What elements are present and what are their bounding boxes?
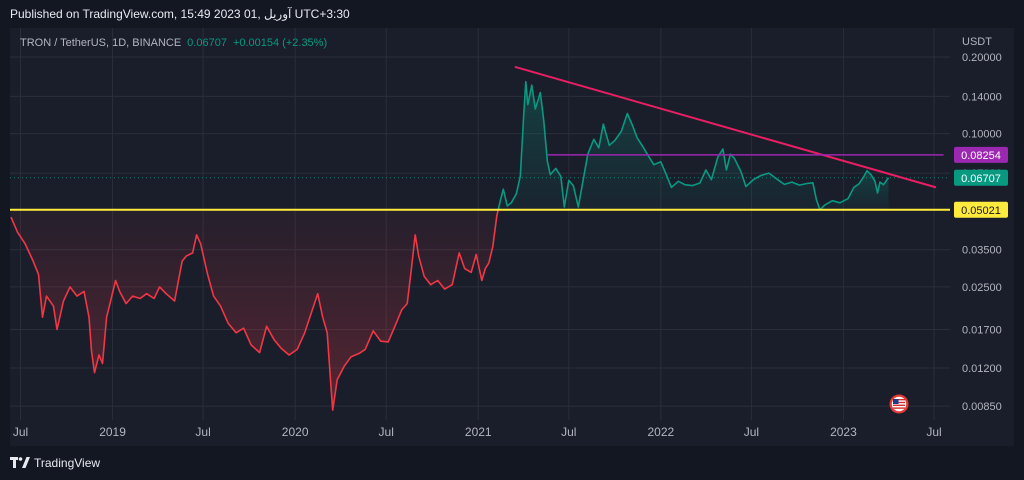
x-tick-label: 2019 bbox=[99, 425, 126, 439]
y-tick-label: 0.14000 bbox=[962, 91, 1002, 103]
y-tick-label: 0.00850 bbox=[962, 401, 1002, 413]
price-tags: 0.08254 0.06707 0.05021 bbox=[954, 146, 1008, 218]
chart-panel[interactable]: TRON / TetherUS, 1D, BINANCE 0.06707 +0.00… bbox=[10, 28, 1014, 446]
footer: TradingView bbox=[0, 446, 1024, 480]
x-tick-label: Jul bbox=[13, 425, 28, 439]
area-below-baseline bbox=[11, 209, 499, 411]
top-bar: Published on TradingView.com, 15:49 2023… bbox=[0, 0, 1024, 28]
price-tag-label: 0.08254 bbox=[961, 150, 1001, 162]
published-info: Published on TradingView.com, 15:49 2023… bbox=[10, 7, 350, 21]
price-tag-label: 0.05021 bbox=[961, 205, 1001, 217]
tradingview-brand: TradingView bbox=[34, 456, 101, 470]
y-unit-label: USDT bbox=[962, 36, 992, 48]
price-tag-label: 0.06707 bbox=[961, 173, 1001, 185]
y-tick-label: 0.10000 bbox=[962, 129, 1002, 141]
tradingview-icon bbox=[10, 457, 30, 468]
price-tag-box bbox=[954, 146, 1008, 163]
chart-drawings[interactable] bbox=[10, 65, 950, 211]
y-tick-label: 0.02500 bbox=[962, 282, 1002, 294]
area-fills bbox=[11, 81, 889, 411]
legend-change: +0.00154 (+2.35%) bbox=[233, 37, 327, 49]
x-tick-label: 2021 bbox=[465, 425, 492, 439]
x-axis[interactable]: Jul 2019 Jul 2020 Jul 2021 Jul 2022 Jul 2023 Jul bbox=[13, 425, 942, 439]
series-line-below bbox=[10, 209, 499, 411]
series-line-above bbox=[497, 80, 821, 211]
price-chart[interactable]: TRON / TetherUS, 1D, BINANCE 0.06707 +0.00… bbox=[10, 28, 1014, 446]
flag-icon[interactable] bbox=[889, 394, 909, 414]
series-line-above bbox=[819, 169, 890, 211]
price-tag-box bbox=[954, 201, 1008, 218]
legend-symbol: TRON / TetherUS, 1D, BINANCE 0.06707 +0.00… bbox=[20, 37, 327, 49]
y-tick-label: 0.01200 bbox=[962, 363, 1002, 375]
y-tick-label: 0.20000 bbox=[962, 52, 1002, 64]
x-tick-label: 2020 bbox=[282, 425, 309, 439]
x-tick-label: Jul bbox=[379, 425, 394, 439]
x-tick-label: Jul bbox=[195, 425, 210, 439]
x-tick-label: Jul bbox=[744, 425, 759, 439]
trend-line[interactable] bbox=[514, 65, 937, 189]
area-above-baseline bbox=[498, 81, 820, 210]
price-tag-box bbox=[954, 169, 1008, 186]
x-tick-label: 2022 bbox=[647, 425, 674, 439]
x-tick-label: 2023 bbox=[830, 425, 857, 439]
legend-price: 0.06707 bbox=[187, 37, 227, 49]
y-axis[interactable]: 0.200000.140000.100000.070000.050000.035… bbox=[962, 52, 1002, 413]
y-tick-label: 0.03500 bbox=[962, 245, 1002, 257]
x-tick-label: Jul bbox=[926, 425, 941, 439]
area-above-baseline bbox=[820, 170, 889, 210]
tradingview-logo[interactable]: TradingView bbox=[10, 456, 100, 470]
x-tick-label: Jul bbox=[561, 425, 576, 439]
price-series bbox=[10, 80, 950, 411]
y-tick-label: 0.01700 bbox=[962, 325, 1002, 337]
